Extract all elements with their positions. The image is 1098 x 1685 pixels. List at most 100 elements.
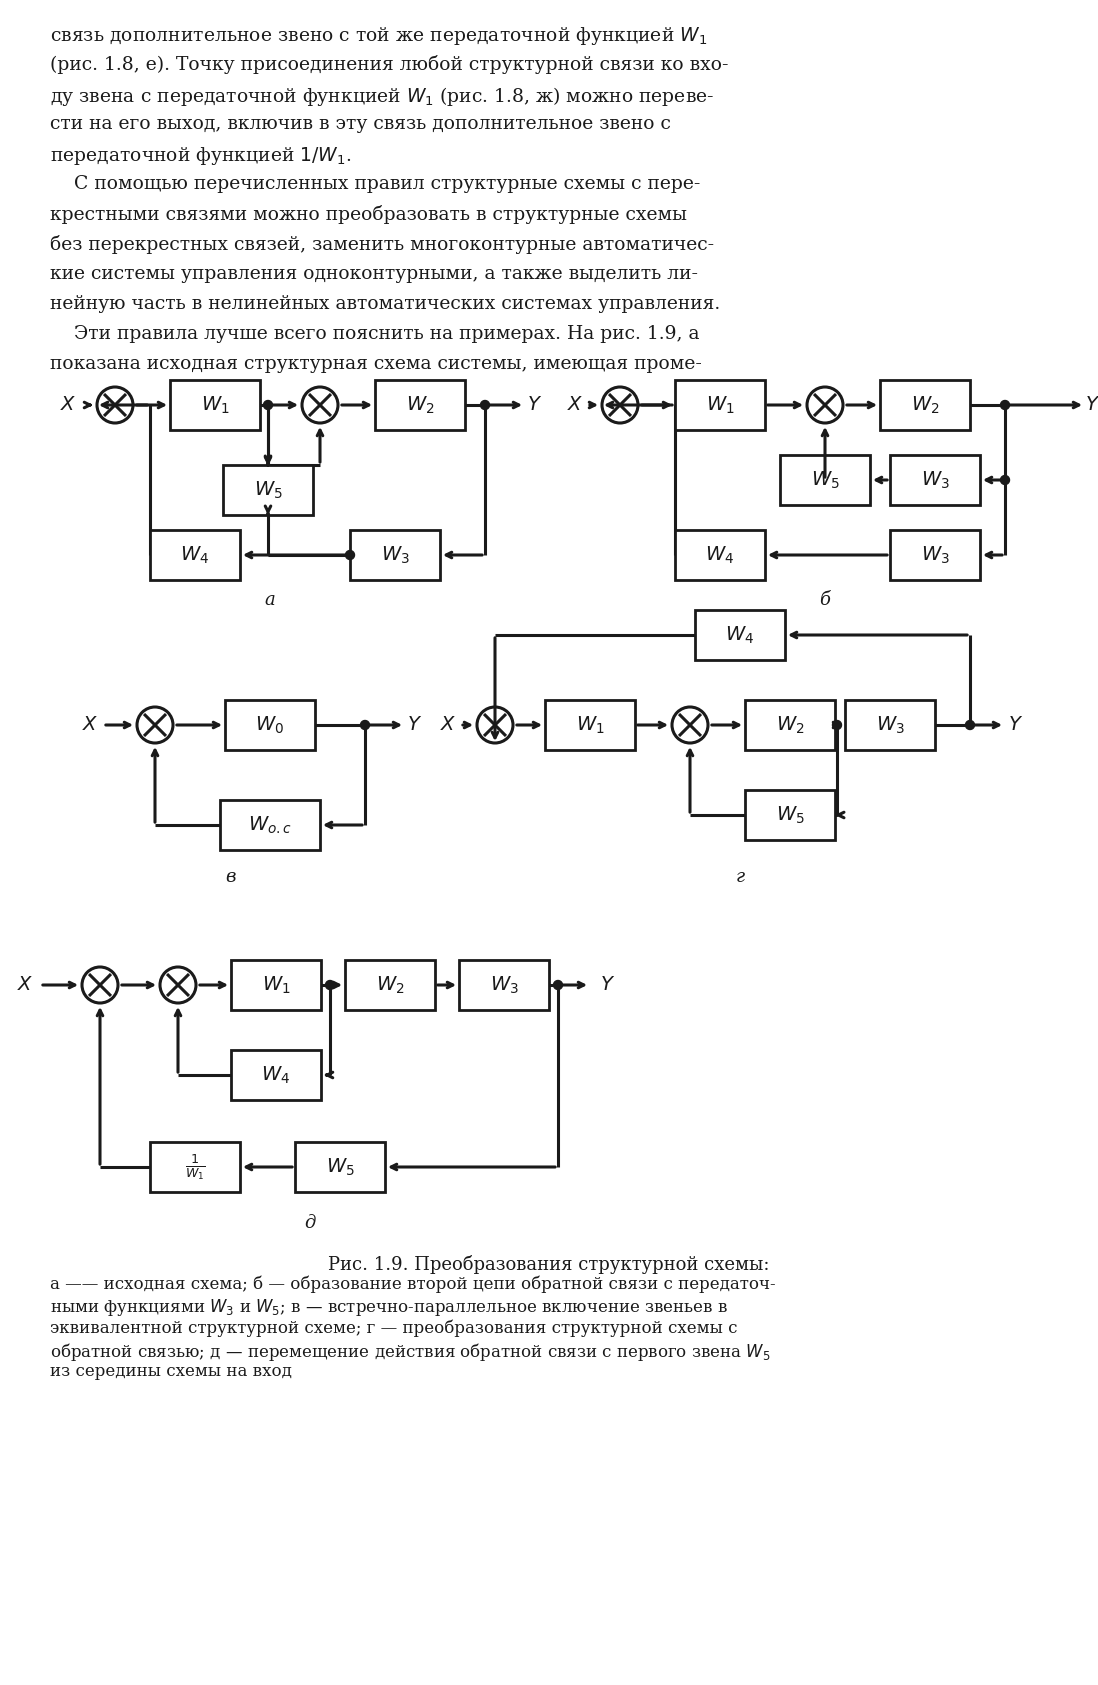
Circle shape: [672, 708, 708, 743]
Bar: [545, 699, 635, 750]
Bar: [890, 531, 981, 580]
Text: $W_2$: $W_2$: [910, 394, 939, 416]
Text: сти на его выход, включив в эту связь дополнительное звено с: сти на его выход, включив в эту связь до…: [51, 115, 671, 133]
Bar: [746, 699, 834, 750]
Bar: [231, 1050, 321, 1100]
Bar: [223, 465, 313, 516]
Circle shape: [325, 981, 335, 989]
Text: $W_5$: $W_5$: [775, 804, 805, 826]
Bar: [879, 381, 970, 430]
Circle shape: [264, 401, 272, 409]
Text: $W_4$: $W_4$: [180, 544, 210, 566]
Bar: [695, 610, 785, 661]
Circle shape: [807, 388, 843, 423]
Text: $W_5$: $W_5$: [254, 479, 282, 500]
Bar: [376, 381, 464, 430]
Text: $X$: $X$: [567, 396, 583, 415]
Bar: [845, 699, 935, 750]
Text: $W_3$: $W_3$: [875, 714, 905, 736]
Text: Эти правила лучше всего пояснить на примерах. На рис. 1.9, а: Эти правила лучше всего пояснить на прим…: [51, 325, 699, 344]
Text: $W_4$: $W_4$: [261, 1065, 291, 1085]
Text: обратной связью; д — перемещение действия обратной связи с первого звена $W_5$: обратной связью; д — перемещение действи…: [51, 1341, 771, 1363]
Text: $Y$: $Y$: [1008, 716, 1023, 735]
Circle shape: [1000, 401, 1009, 409]
Text: $Y$: $Y$: [1086, 396, 1098, 415]
Text: $W_3$: $W_3$: [920, 544, 950, 566]
Text: $X$: $X$: [81, 716, 99, 735]
Text: д: д: [304, 1213, 316, 1232]
Bar: [220, 800, 320, 849]
Circle shape: [481, 401, 490, 409]
Circle shape: [1000, 475, 1009, 485]
Text: $W_4$: $W_4$: [726, 625, 754, 645]
Circle shape: [346, 551, 355, 559]
Text: $Y$: $Y$: [527, 396, 542, 415]
Text: крестными связями можно преобразовать в структурные схемы: крестными связями можно преобразовать в …: [51, 206, 687, 224]
Text: Рис. 1.9. Преобразования структурной схемы:: Рис. 1.9. Преобразования структурной схе…: [328, 1255, 770, 1274]
Text: $W_2$: $W_2$: [376, 974, 404, 996]
Bar: [459, 960, 549, 1009]
Text: (рис. 1.8, е). Точку присоединения любой структурной связи ко вхо-: (рис. 1.8, е). Точку присоединения любой…: [51, 56, 728, 74]
Bar: [890, 455, 981, 506]
Text: в: в: [225, 868, 235, 886]
Bar: [675, 531, 765, 580]
Circle shape: [82, 967, 117, 1003]
Text: без перекрестных связей, заменить многоконтурные автоматичес-: без перекрестных связей, заменить многок…: [51, 234, 714, 254]
Text: $W_2$: $W_2$: [775, 714, 804, 736]
Text: показана исходная структурная схема системы, имеющая проме-: показана исходная структурная схема сист…: [51, 356, 702, 372]
Text: ду звена с передаточной функцией $W_1$ (рис. 1.8, ж) можно переве-: ду звена с передаточной функцией $W_1$ (…: [51, 84, 715, 108]
Circle shape: [602, 388, 638, 423]
Text: $Y$: $Y$: [601, 976, 616, 994]
Text: $W_4$: $W_4$: [705, 544, 735, 566]
Circle shape: [302, 388, 338, 423]
Text: а: а: [265, 591, 276, 608]
Circle shape: [832, 721, 841, 730]
Circle shape: [360, 721, 370, 730]
Bar: [295, 1142, 385, 1191]
Text: $W_2$: $W_2$: [406, 394, 435, 416]
Circle shape: [137, 708, 173, 743]
Text: нейную часть в нелинейных автоматических системах управления.: нейную часть в нелинейных автоматических…: [51, 295, 720, 313]
Text: из середины схемы на вход: из середины схемы на вход: [51, 1363, 292, 1380]
Bar: [225, 699, 315, 750]
Text: $X$: $X$: [16, 976, 33, 994]
Circle shape: [553, 981, 562, 989]
Text: связь дополнительное звено с той же передаточной функцией $W_1$: связь дополнительное звено с той же пере…: [51, 25, 707, 47]
Text: передаточной функцией $1/W_1$.: передаточной функцией $1/W_1$.: [51, 145, 351, 167]
Text: $X$: $X$: [439, 716, 457, 735]
Text: кие системы управления одноконтурными, а также выделить ли-: кие системы управления одноконтурными, а…: [51, 265, 698, 283]
Bar: [170, 381, 260, 430]
Text: $W_1$: $W_1$: [201, 394, 229, 416]
Bar: [675, 381, 765, 430]
Text: г: г: [736, 868, 744, 886]
Text: $W_3$: $W_3$: [920, 470, 950, 490]
Text: $W_5$: $W_5$: [326, 1156, 355, 1178]
Circle shape: [97, 388, 133, 423]
Text: эквивалентной структурной схеме; г — преобразования структурной схемы с: эквивалентной структурной схеме; г — пре…: [51, 1319, 738, 1336]
Text: $W_5$: $W_5$: [810, 470, 839, 490]
Text: $W_1$: $W_1$: [261, 974, 290, 996]
Circle shape: [160, 967, 197, 1003]
Bar: [231, 960, 321, 1009]
Bar: [345, 960, 435, 1009]
Text: $W_{о.с}$: $W_{о.с}$: [248, 814, 292, 836]
Bar: [746, 790, 834, 841]
Bar: [350, 531, 440, 580]
Text: б: б: [819, 591, 830, 608]
Text: $W_1$: $W_1$: [706, 394, 735, 416]
Bar: [780, 455, 870, 506]
Circle shape: [477, 708, 513, 743]
Bar: [150, 531, 240, 580]
Text: С помощью перечисленных правил структурные схемы с пере-: С помощью перечисленных правил структурн…: [51, 175, 701, 194]
Text: $Y$: $Y$: [407, 716, 423, 735]
Text: $W_1$: $W_1$: [575, 714, 604, 736]
Text: $\frac{1}{W_1}$: $\frac{1}{W_1}$: [184, 1153, 205, 1181]
Text: $W_0$: $W_0$: [256, 714, 284, 736]
Text: $X$: $X$: [59, 396, 76, 415]
Text: $W_3$: $W_3$: [381, 544, 410, 566]
Text: а —— исходная схема; б — образование второй цепи обратной связи с передаточ-: а —— исходная схема; б — образование вто…: [51, 1276, 775, 1292]
Circle shape: [965, 721, 975, 730]
Text: ными функциями $W_3$ и $W_5$; в — встречно-параллельное включение звеньев в: ными функциями $W_3$ и $W_5$; в — встреч…: [51, 1297, 728, 1318]
Text: $W_3$: $W_3$: [490, 974, 518, 996]
Bar: [150, 1142, 240, 1191]
